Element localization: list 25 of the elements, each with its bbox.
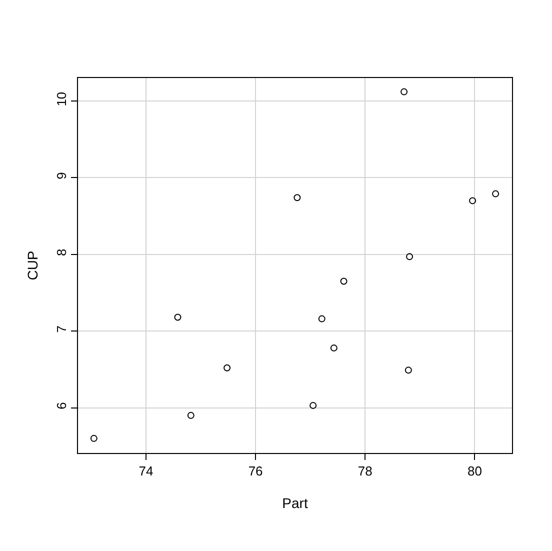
point bbox=[340, 278, 348, 285]
x-tick-label: 78 bbox=[358, 464, 372, 479]
point bbox=[330, 344, 338, 352]
point bbox=[400, 88, 408, 96]
x-tick-label: 76 bbox=[248, 464, 263, 479]
point bbox=[174, 314, 182, 321]
y-tick-label: 6 bbox=[54, 402, 69, 410]
y-tick-label: 9 bbox=[54, 172, 69, 180]
point bbox=[294, 194, 301, 202]
x-tick-label: 80 bbox=[468, 464, 482, 479]
point bbox=[310, 402, 317, 409]
y-tick-label: 8 bbox=[54, 248, 69, 256]
y-tick-label: 10 bbox=[54, 92, 69, 106]
point bbox=[406, 253, 414, 260]
x-tick-label: 74 bbox=[138, 464, 154, 479]
point bbox=[492, 190, 500, 198]
point bbox=[187, 412, 194, 419]
point bbox=[318, 315, 326, 322]
point bbox=[90, 434, 98, 442]
point bbox=[469, 197, 476, 204]
point bbox=[404, 366, 412, 374]
x-axis-title: Part bbox=[282, 494, 308, 511]
y-tick-label: 7 bbox=[54, 326, 69, 333]
point bbox=[224, 364, 231, 372]
y-axis-title: CUP bbox=[24, 250, 40, 280]
